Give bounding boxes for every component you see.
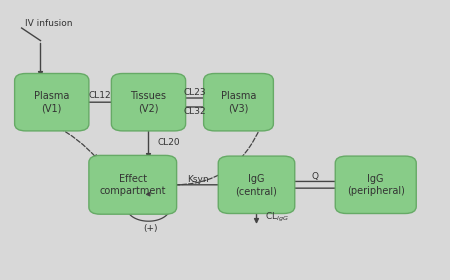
Text: Ksyn: Ksyn (187, 175, 209, 184)
FancyBboxPatch shape (335, 156, 416, 213)
Text: Tissues
(V2): Tissues (V2) (130, 91, 166, 113)
Text: CL$_{IgG}$: CL$_{IgG}$ (265, 211, 288, 223)
Text: IgG
(peripheral): IgG (peripheral) (347, 174, 405, 196)
Text: Plasma
(V3): Plasma (V3) (221, 91, 256, 113)
Text: CL23: CL23 (183, 88, 206, 97)
Text: CL12: CL12 (89, 91, 111, 100)
Text: Q: Q (311, 172, 319, 181)
Text: Plasma
(V1): Plasma (V1) (34, 91, 69, 113)
Text: CL32: CL32 (183, 108, 206, 116)
FancyBboxPatch shape (203, 74, 274, 131)
FancyBboxPatch shape (14, 74, 89, 131)
FancyBboxPatch shape (112, 74, 186, 131)
Text: Effect
compartment: Effect compartment (99, 174, 166, 196)
Text: CL20: CL20 (158, 138, 180, 147)
Text: IgG
(central): IgG (central) (235, 174, 278, 196)
FancyBboxPatch shape (89, 155, 176, 214)
Text: IV infusion: IV infusion (25, 19, 72, 28)
Text: (+): (+) (144, 224, 158, 233)
FancyBboxPatch shape (218, 156, 295, 213)
